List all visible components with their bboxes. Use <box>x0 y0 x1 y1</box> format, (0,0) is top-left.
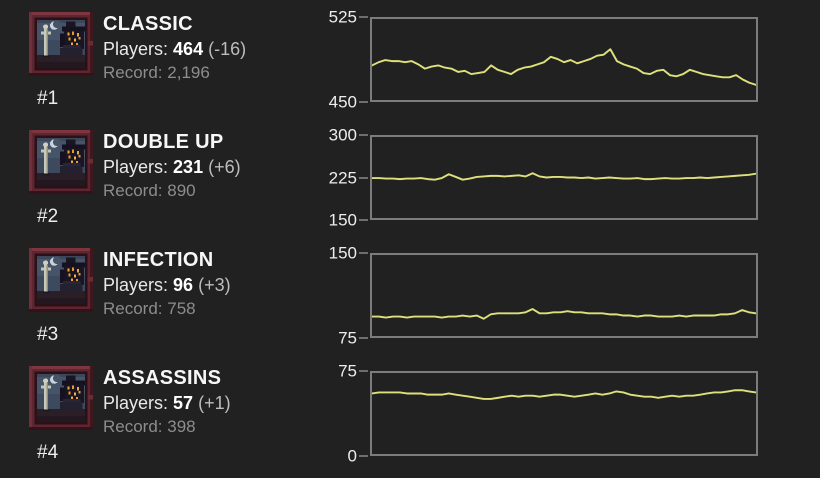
mode-info: INFECTION Players: 96 (+3) Record: 758 <box>103 248 231 320</box>
y-axis-tick-mark <box>359 134 368 136</box>
players-count: 96 <box>173 275 194 295</box>
game-mode-row-double-up[interactable]: #2 DOUBLE UP Players: 231 (+6) Record: 8… <box>0 118 820 236</box>
rank-label: #1 <box>37 88 59 109</box>
player-count-chart: 75 0 <box>330 363 758 465</box>
haunted-house-sword-icon <box>29 130 93 194</box>
player-count-chart: 150 75 <box>329 245 758 347</box>
chart-plot-area <box>370 17 758 102</box>
players-label: Players: <box>103 275 169 295</box>
y-axis: 75 0 <box>330 363 370 465</box>
y-axis-tick-mark <box>359 370 368 372</box>
record-label: Record: <box>103 417 163 436</box>
y-axis-tick-mark <box>359 219 368 221</box>
chart-plot-area <box>370 371 758 456</box>
players-line: Players: 464 (-16) <box>103 38 246 61</box>
y-axis-tick-label: 525 <box>328 7 357 27</box>
record-value: 398 <box>167 417 196 436</box>
rank-label: #2 <box>37 206 59 227</box>
y-axis-tick-label: 450 <box>328 92 357 112</box>
y-axis-tick-mark <box>359 337 368 339</box>
y-axis-tick-label: 0 <box>347 446 357 466</box>
haunted-house-sword-icon <box>29 366 93 430</box>
mode-title: DOUBLE UP <box>103 131 224 153</box>
player-count-line <box>372 48 756 86</box>
record-line: Record: 758 <box>103 298 231 320</box>
game-mode-row-classic[interactable]: #1 CLASSIC Players: 464 (-16) Record: 2,… <box>0 0 820 118</box>
players-count: 464 <box>173 39 204 59</box>
y-axis: 525 450 <box>329 9 370 111</box>
players-label: Players: <box>103 393 169 413</box>
chart-plot-area <box>370 135 758 220</box>
record-value: 2,196 <box>167 63 210 82</box>
y-axis-tick-label: 300 <box>328 125 357 145</box>
y-axis-tick-label: 75 <box>338 361 357 381</box>
y-axis-tick-mark <box>359 176 368 179</box>
y-axis-tick-mark <box>359 455 368 457</box>
y-axis-tick-mark <box>359 16 368 18</box>
player-count-chart: 525 450 <box>329 9 758 111</box>
record-label: Record: <box>103 63 163 82</box>
players-delta: (+3) <box>198 275 231 295</box>
y-axis-tick-mark <box>359 252 368 254</box>
mode-title: CLASSIC <box>103 13 193 35</box>
chart-plot-area <box>370 253 758 338</box>
game-mode-row-assassins[interactable]: #4 ASSASSINS Players: 57 (+1) Record: 39… <box>0 354 820 472</box>
mode-info: ASSASSINS Players: 57 (+1) Record: 398 <box>103 366 231 438</box>
haunted-house-sword-icon <box>29 12 93 76</box>
rank-label: #3 <box>37 324 59 345</box>
player-count-chart: 300 225 150 <box>328 127 758 229</box>
player-count-line <box>372 172 756 181</box>
y-axis-tick-label: 150 <box>328 210 357 230</box>
record-line: Record: 2,196 <box>103 62 246 84</box>
record-line: Record: 398 <box>103 416 231 438</box>
record-label: Record: <box>103 299 163 318</box>
y-axis-tick-label: 225 <box>328 168 357 187</box>
mode-title: ASSASSINS <box>103 367 222 389</box>
players-count: 231 <box>173 157 204 177</box>
players-label: Players: <box>103 157 169 177</box>
y-axis: 150 75 <box>329 245 370 347</box>
players-line: Players: 231 (+6) <box>103 156 241 179</box>
record-line: Record: 890 <box>103 180 241 202</box>
players-count: 57 <box>173 393 194 413</box>
haunted-house-sword-icon <box>29 248 93 312</box>
mode-info: CLASSIC Players: 464 (-16) Record: 2,196 <box>103 12 246 84</box>
game-mode-row-infection[interactable]: #3 INFECTION Players: 96 (+3) Record: 75… <box>0 236 820 354</box>
players-line: Players: 57 (+1) <box>103 392 231 415</box>
players-line: Players: 96 (+3) <box>103 274 231 297</box>
players-delta: (+6) <box>208 157 241 177</box>
mode-info: DOUBLE UP Players: 231 (+6) Record: 890 <box>103 130 241 202</box>
players-delta: (-16) <box>208 39 247 59</box>
player-count-line <box>372 308 756 320</box>
y-axis-tick-label: 75 <box>338 328 357 348</box>
players-delta: (+1) <box>198 393 231 413</box>
y-axis: 300 225 150 <box>328 127 370 229</box>
players-label: Players: <box>103 39 169 59</box>
record-value: 758 <box>167 299 196 318</box>
mode-title: INFECTION <box>103 249 214 271</box>
y-axis-tick-label: 150 <box>328 243 357 263</box>
y-axis-tick-mark <box>359 101 368 103</box>
player-count-line <box>372 389 756 400</box>
record-label: Record: <box>103 181 163 200</box>
record-value: 890 <box>167 181 196 200</box>
rank-label: #4 <box>37 442 59 463</box>
